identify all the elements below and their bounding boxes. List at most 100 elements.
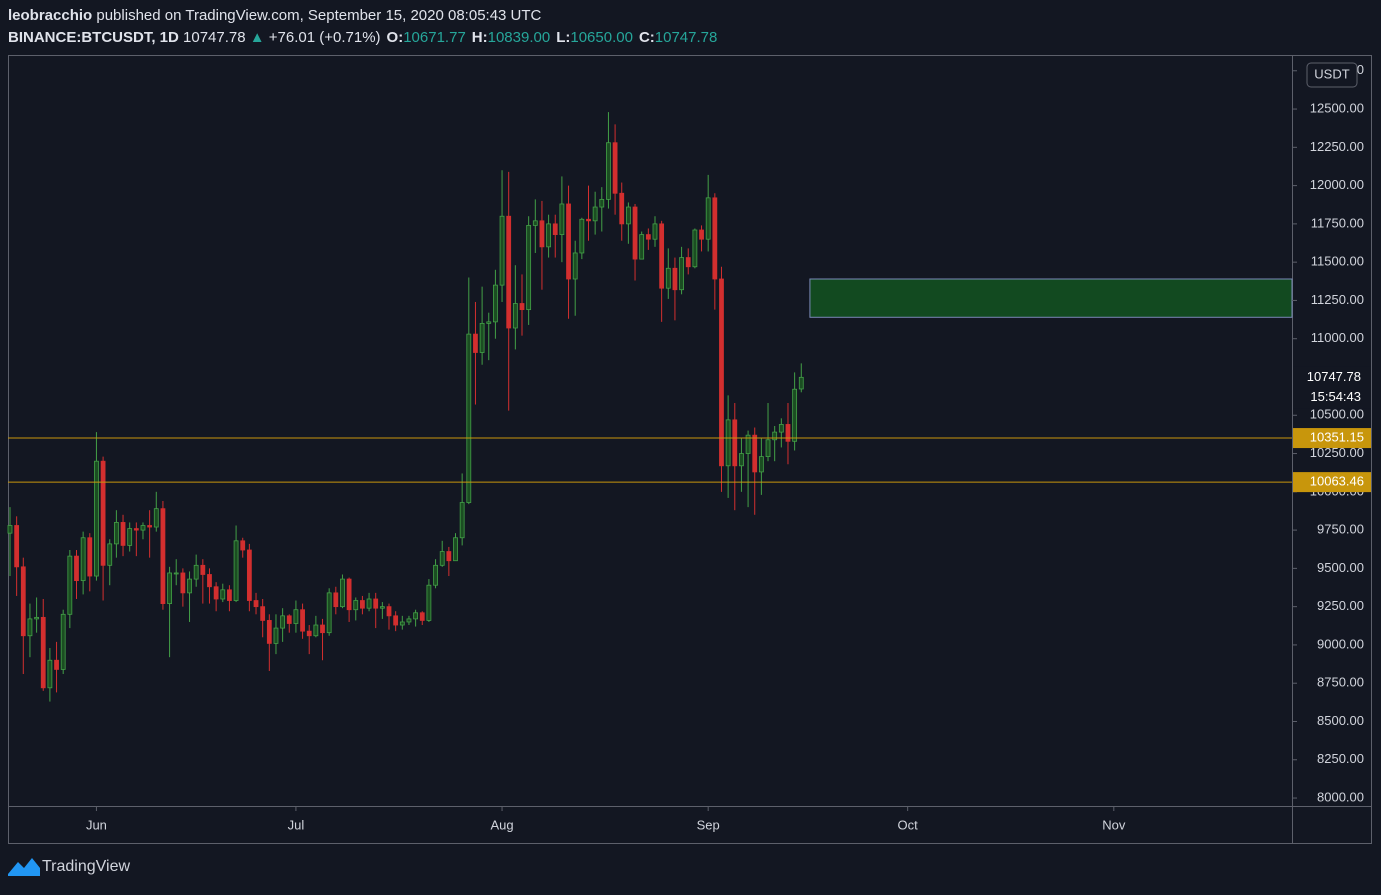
candle-body bbox=[446, 551, 452, 562]
candle-body bbox=[180, 572, 186, 594]
candle-body bbox=[413, 612, 419, 620]
candle-body bbox=[552, 223, 558, 235]
y-tick-label: 8500.00 bbox=[1317, 713, 1364, 728]
candle-body bbox=[679, 257, 684, 291]
candle-body bbox=[792, 388, 798, 442]
candle-body bbox=[639, 234, 645, 260]
candle-body bbox=[519, 303, 525, 311]
y-tick-label: 8750.00 bbox=[1317, 675, 1364, 690]
header-line: leobracchio published on TradingView.com… bbox=[8, 7, 542, 24]
price: 10747.78 bbox=[183, 29, 246, 46]
x-tick-label: Oct bbox=[898, 817, 919, 832]
y-tick-label: 11000.00 bbox=[1311, 330, 1364, 345]
candle-body bbox=[659, 223, 665, 289]
candle-body bbox=[692, 229, 698, 268]
currency-bg bbox=[1306, 62, 1358, 88]
candle-body bbox=[486, 321, 492, 324]
x-tick-label: Jun bbox=[86, 817, 107, 832]
y-tick-label: 12250.00 bbox=[1310, 139, 1364, 154]
candle-body bbox=[293, 609, 299, 624]
candle-body bbox=[34, 616, 39, 620]
candle-body bbox=[685, 257, 691, 268]
logo-icon bbox=[8, 858, 40, 876]
candle-body bbox=[220, 589, 226, 600]
candle-body bbox=[439, 551, 445, 566]
candle-body bbox=[80, 537, 86, 582]
candle-body bbox=[772, 431, 778, 441]
author: leobracchio bbox=[8, 7, 92, 24]
y-tick-label: 9750.00 bbox=[1317, 522, 1364, 537]
candle-body bbox=[127, 528, 133, 546]
candle-body bbox=[173, 572, 179, 575]
candle-body bbox=[566, 203, 571, 280]
level-label-bg bbox=[1293, 472, 1371, 493]
candle-body bbox=[778, 424, 784, 433]
ohlc-label: H: bbox=[472, 29, 488, 46]
candle-body bbox=[160, 508, 166, 604]
ohlc-value: 10671.77 bbox=[403, 29, 466, 46]
candle-body bbox=[100, 460, 106, 566]
candle-body bbox=[512, 303, 518, 329]
candle-body bbox=[253, 600, 259, 608]
candle-body bbox=[752, 434, 758, 473]
axes: 8000.00 8250.00 8500.00 8750.00 9000.00 9250.… bbox=[86, 62, 1371, 832]
candle-body bbox=[47, 659, 53, 689]
currency: USDT bbox=[1314, 66, 1349, 81]
countdown: 15:54:43 bbox=[1310, 389, 1361, 404]
candle-body bbox=[526, 225, 532, 311]
candle-body bbox=[606, 142, 611, 200]
published: published on TradingView.com, September … bbox=[96, 7, 541, 24]
zone bbox=[809, 278, 1293, 318]
candle-body bbox=[785, 424, 791, 442]
candle-body bbox=[40, 616, 46, 689]
candle-body bbox=[7, 525, 13, 534]
x-tick-label: Sep bbox=[697, 817, 720, 832]
ohlc-value: 10747.78 bbox=[655, 29, 718, 46]
candle-body bbox=[586, 218, 591, 222]
candle-body bbox=[732, 419, 738, 467]
candle-body bbox=[280, 615, 286, 629]
candle-body bbox=[466, 333, 472, 503]
candle-body bbox=[719, 278, 724, 467]
candle-body bbox=[745, 434, 751, 454]
last-price-bg bbox=[1293, 366, 1371, 409]
candle-body bbox=[572, 252, 578, 280]
candle-body bbox=[559, 203, 565, 235]
candle-body bbox=[14, 525, 20, 568]
ohlc-value: 10650.00 bbox=[570, 29, 633, 46]
ohlc-label: C: bbox=[639, 29, 655, 46]
candle-body bbox=[353, 600, 359, 611]
ohlc-value: 10839.00 bbox=[488, 29, 551, 46]
candle-body bbox=[227, 589, 232, 601]
y-tick-label: 8250.00 bbox=[1317, 751, 1364, 766]
candle-body bbox=[54, 659, 59, 670]
symbol: BINANCE:BTCUSDT, 1D bbox=[8, 29, 179, 46]
candle-body bbox=[167, 572, 172, 604]
candle-body bbox=[266, 620, 272, 644]
candle-body bbox=[459, 502, 465, 539]
level-label: 10063.46 bbox=[1310, 474, 1364, 489]
candle-body bbox=[699, 229, 704, 240]
candle-body bbox=[532, 220, 538, 226]
candle-body bbox=[758, 456, 764, 473]
candle-body bbox=[539, 220, 545, 248]
chart-frame bbox=[8, 55, 1372, 844]
last-price: 10747.78 bbox=[1307, 369, 1361, 384]
candle-body bbox=[240, 540, 246, 551]
candle-body bbox=[340, 578, 345, 608]
candle-body bbox=[366, 598, 372, 609]
candle-body bbox=[506, 215, 512, 329]
candle-body bbox=[120, 522, 126, 546]
level-label: 10351.15 bbox=[1310, 429, 1364, 444]
candle-body bbox=[393, 615, 399, 626]
candle-body bbox=[493, 284, 498, 323]
candle-body bbox=[360, 600, 365, 609]
ohlc-label: O: bbox=[387, 29, 404, 46]
candle-body bbox=[200, 564, 206, 575]
y-tick-label: 11250.00 bbox=[1311, 292, 1364, 307]
candle-body bbox=[632, 206, 638, 260]
candle-body bbox=[273, 627, 279, 644]
candle-body bbox=[20, 566, 26, 637]
candle-body bbox=[725, 419, 731, 467]
